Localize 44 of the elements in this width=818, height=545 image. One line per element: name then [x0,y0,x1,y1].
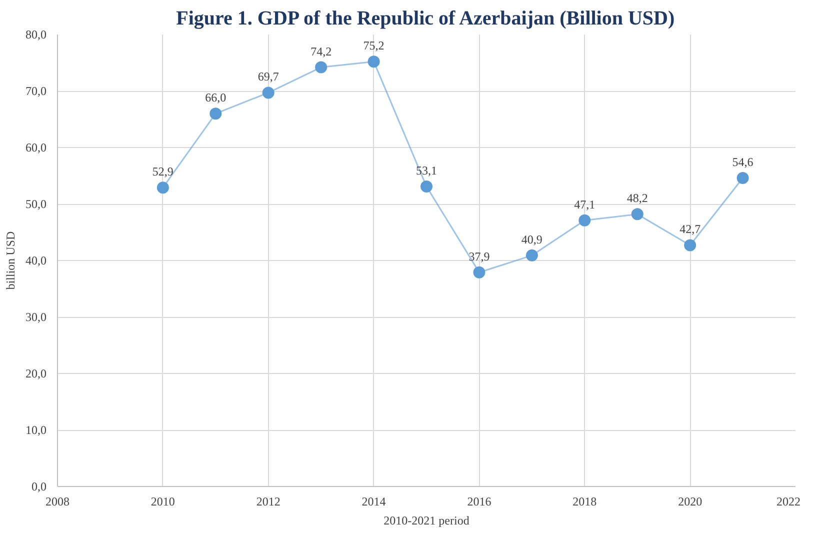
point [156,182,169,194]
x-axis-title: 2010-2021 period [384,514,470,528]
y-tick-label: 20,0 [26,366,46,380]
y-tick-label: 50,0 [26,197,46,211]
data-label: 37,9 [468,249,490,264]
y-tick-label: 0,0 [32,480,46,494]
x-tick-label: 2012 [256,494,280,508]
data-label: 40,9 [521,232,542,246]
y-tick-label: 60,0 [26,140,46,154]
data-label: 52,9 [152,164,174,179]
y-tick-label: 30,0 [26,310,46,324]
data-label: 74,2 [310,44,332,58]
data-label: 54,6 [732,155,754,170]
point [420,180,432,192]
data-label: 47,1 [574,197,596,212]
point [684,239,696,252]
point [315,61,328,74]
point [473,266,486,278]
data-label: 75,2 [363,38,384,53]
x-tick-label: 2020 [678,494,702,508]
point [262,86,274,99]
y-axis-title: billion USD [4,230,18,290]
x-tick-label: 2016 [467,494,492,508]
data-label: 42,7 [680,222,701,236]
point [578,214,591,226]
data-label: 48,2 [626,191,648,206]
data-label: 69,7 [258,70,279,84]
data-label: 66,0 [205,90,226,105]
x-tick-label: 2010 [150,494,175,508]
point [368,56,380,68]
data-label: 53,1 [416,163,437,178]
y-tick-label: 80,0 [26,28,46,42]
y-tick-label: 70,0 [26,84,46,98]
x-tick-label: 2022 [776,494,800,508]
y-tick-label: 10,0 [26,423,46,437]
point [631,208,644,220]
x-tick-label: 2018 [572,494,597,508]
point [526,249,538,262]
chart-title: Figure 1. GDP of the Republic of Azerbaijan (Billion USD) [176,8,675,30]
point [736,172,749,184]
x-tick-label: 2014 [362,494,386,508]
x-tick-label: 2008 [46,494,70,508]
point [210,108,222,120]
y-tick-label: 40,0 [26,254,46,268]
